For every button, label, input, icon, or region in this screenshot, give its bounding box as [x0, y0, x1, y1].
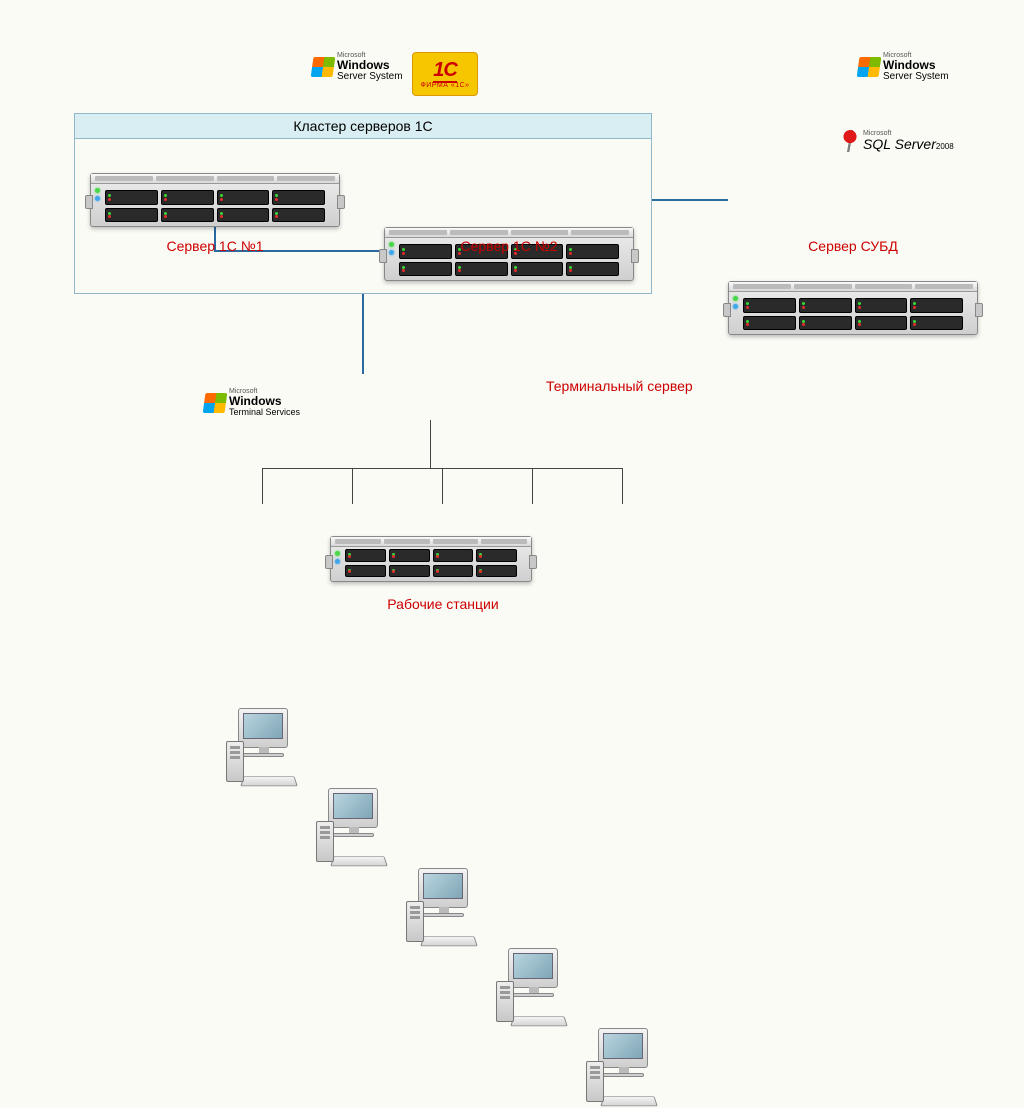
workstation [406, 868, 480, 948]
tower-icon [226, 741, 244, 782]
keyboard-icon [240, 776, 298, 786]
sql-badge-line2: SQL Server [863, 136, 936, 152]
terminal-services-badge: Microsoft Windows Terminal Services [204, 388, 300, 417]
conn-cluster-down [362, 294, 364, 374]
workstation [586, 1028, 660, 1108]
conn-ws-drop [532, 468, 533, 504]
workstation [316, 788, 390, 868]
keyboard-icon [330, 856, 388, 866]
monitor-icon [328, 788, 378, 828]
server-terminal-label: Терминальный сервер [546, 378, 706, 394]
tower-icon [406, 901, 424, 942]
conn-ws-drop [262, 468, 263, 504]
onec-logo-text: 1C [433, 59, 457, 83]
monitor-icon [598, 1028, 648, 1068]
workstation [496, 948, 570, 1028]
sql-badge-year: 2008 [936, 142, 954, 151]
keyboard-icon [600, 1096, 658, 1106]
onec-badge: 1C ФИРМА «1С» [412, 52, 478, 96]
keyboard-icon [510, 1016, 568, 1026]
windows-flag-icon [312, 57, 334, 77]
server-db-label: Сервер СУБД [728, 238, 978, 254]
conn-term-down [430, 420, 431, 468]
tower-icon [496, 981, 514, 1022]
monitor-icon [418, 868, 468, 908]
terminal-badge-line3: Terminal Services [229, 408, 300, 417]
workstations-label: Рабочие станции [226, 596, 660, 612]
conn-cluster-to-db [652, 199, 728, 201]
windows-badge-line3: Server System [337, 72, 403, 83]
onec-subtext: ФИРМА «1С» [420, 82, 469, 89]
monitor-icon [508, 948, 558, 988]
workstation [226, 708, 300, 788]
sql-server-badge: Microsoft SQL Server2008 [840, 130, 954, 152]
conn-ws-drop [442, 468, 443, 504]
server-1c-1-label: Сервер 1С №1 [90, 238, 340, 254]
tower-icon [586, 1061, 604, 1102]
server-db [728, 281, 978, 335]
sql-server-icon [840, 130, 860, 152]
windows-flag-icon [204, 393, 226, 413]
conn-ws-drop [622, 468, 623, 504]
windows-server-badge-right: Microsoft Windows Server System [858, 52, 949, 82]
tower-icon [316, 821, 334, 862]
server-1c-1 [90, 173, 340, 227]
server-1c-2-label: Сервер 1С №2 [384, 238, 634, 254]
windows-badge-line3: Server System [883, 72, 949, 83]
windows-flag-icon [858, 57, 880, 77]
windows-server-badge-left: Microsoft Windows Server System [312, 52, 403, 82]
server-1c-2 [384, 227, 634, 281]
server-terminal [330, 536, 532, 582]
conn-ws-drop [352, 468, 353, 504]
cluster-title: Кластер серверов 1С [75, 114, 651, 139]
monitor-icon [238, 708, 288, 748]
keyboard-icon [420, 936, 478, 946]
